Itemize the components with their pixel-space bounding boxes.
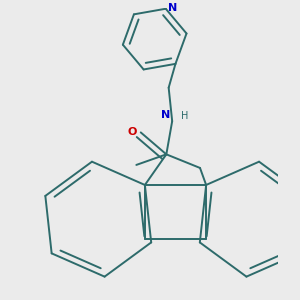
Text: O: O <box>127 127 137 137</box>
Text: H: H <box>181 111 188 121</box>
Text: N: N <box>161 110 170 120</box>
Text: N: N <box>169 3 178 13</box>
